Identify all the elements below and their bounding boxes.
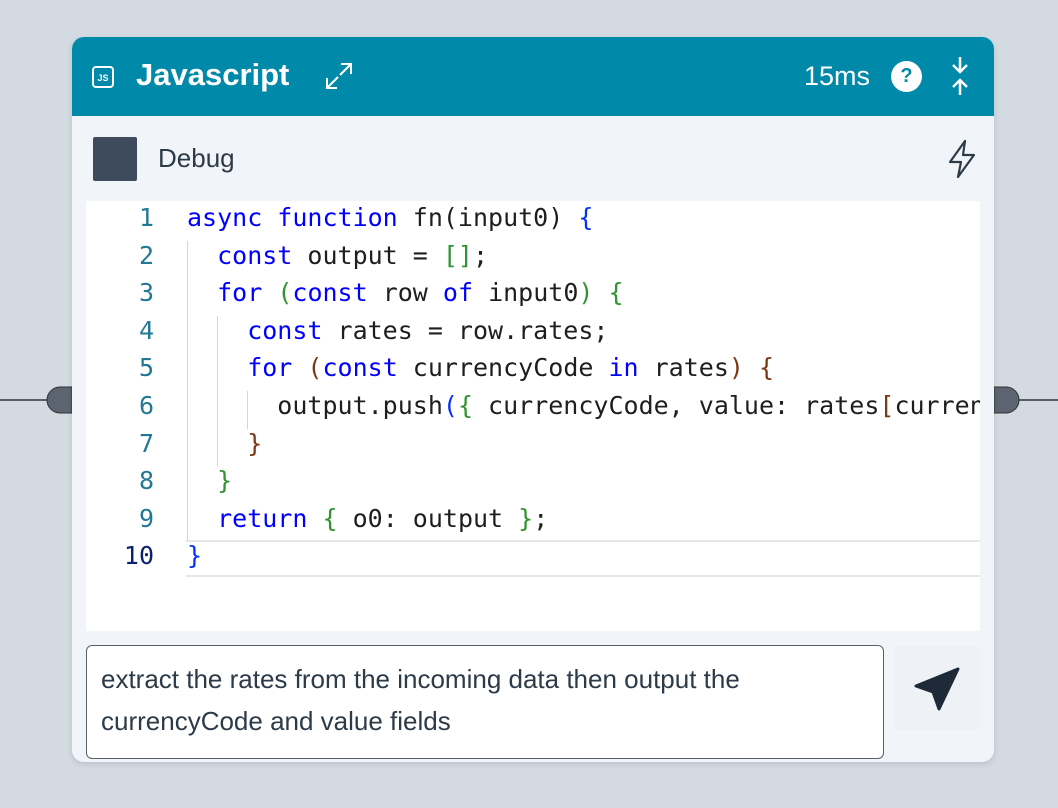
code-token: []	[442, 240, 473, 270]
title: Javascript	[136, 57, 290, 92]
svg-text:JS: JS	[97, 73, 108, 83]
code-line: const rates = row.rates;	[187, 316, 608, 345]
code-token: }	[187, 466, 233, 496]
code-token: rates = row.rates;	[322, 315, 609, 345]
indent-guide	[187, 466, 188, 504]
code-token: rates	[638, 353, 729, 383]
line-number: 5	[138, 353, 154, 383]
code-token: {	[608, 278, 624, 308]
code-line: }	[187, 541, 202, 570]
code-token	[262, 278, 277, 307]
line-number: 2	[138, 240, 154, 270]
code-line: for (const row of input0) {	[187, 278, 624, 308]
code-token: {	[322, 503, 338, 533]
help-button[interactable]: ?	[891, 61, 922, 92]
code-token: input0	[473, 278, 579, 308]
line-number: 9	[138, 503, 154, 533]
js-icon: JS	[92, 66, 114, 88]
code-token: curren	[894, 391, 980, 420]
indent-guide	[187, 503, 188, 542]
code-token: return	[187, 503, 308, 533]
current-line	[186, 540, 980, 577]
send-icon	[914, 667, 960, 711]
code-token	[292, 353, 307, 382]
code-token: )	[578, 278, 594, 308]
code-editor[interactable]: 1 async function fn(input0) {2 const outp…	[86, 201, 980, 631]
send-button[interactable]	[894, 646, 980, 730]
line-number: 6	[138, 391, 154, 420]
code-token	[744, 353, 759, 382]
code-token	[307, 504, 322, 533]
indent-guide	[187, 353, 188, 391]
timing: 15ms	[804, 61, 871, 91]
code-token: (	[307, 353, 323, 383]
code-token	[593, 278, 608, 307]
line-number: 1	[138, 203, 154, 232]
code-token: }	[187, 541, 203, 571]
code-line: }	[187, 466, 232, 495]
code-line: return { o0: output };	[187, 504, 548, 533]
code-token: const	[187, 240, 293, 270]
line-number: 7	[138, 428, 154, 458]
code-token: output =	[292, 240, 443, 270]
indent-guide	[187, 240, 188, 279]
code-token: fn(input0)	[397, 203, 579, 232]
code-token: const	[187, 315, 323, 345]
indent-guide	[247, 391, 248, 429]
code-token: o0: output	[337, 503, 519, 533]
indent-guide	[217, 428, 218, 467]
node-card: JS Javascript 15ms ? Debug 1 async functi…	[72, 37, 994, 762]
indent-guide	[217, 315, 218, 354]
code-line: for (const currencyCode in rates) {	[187, 353, 774, 382]
code-token: currencyCode, value: rates	[473, 391, 880, 420]
indent-guide	[187, 278, 188, 316]
indent-guide	[187, 428, 188, 467]
code-token: in	[608, 353, 639, 383]
prompt-input[interactable]: extract the rates from the incoming data…	[86, 645, 884, 759]
code-token: }	[187, 428, 263, 458]
code-token: ;	[472, 240, 489, 270]
collapse-button[interactable]	[948, 55, 972, 97]
code-line: async function fn(input0) {	[187, 203, 593, 232]
code-token: for	[187, 278, 263, 308]
code-token: async function	[187, 203, 398, 232]
code-token: {	[578, 203, 594, 232]
code-token: )	[728, 353, 744, 383]
line-number: 3	[138, 278, 154, 308]
code-token: const	[292, 278, 368, 308]
code-token: }	[518, 503, 534, 533]
line-number: 4	[138, 315, 154, 345]
code-token: (	[277, 278, 293, 308]
code-token: row	[367, 278, 443, 308]
code-line: output.push({ currencyCode, value: rates…	[187, 391, 980, 420]
code-token: {	[759, 353, 775, 383]
code-token: currencyCode	[397, 353, 609, 383]
header: JS Javascript 15ms ?	[72, 37, 994, 116]
code-token: (	[442, 391, 458, 420]
debug-toggle[interactable]	[93, 137, 137, 181]
code-token: [	[879, 391, 895, 420]
indent-guide	[217, 353, 218, 391]
code-token: ;	[533, 503, 549, 533]
code-token: of	[442, 278, 474, 308]
debug-label: Debug	[158, 143, 235, 173]
code-line: }	[187, 429, 262, 458]
expand-button[interactable]	[324, 61, 354, 91]
code-token: const	[322, 353, 398, 383]
run-button[interactable]	[946, 139, 978, 179]
code-token: {	[457, 391, 473, 420]
code-line: const output = [];	[187, 241, 488, 270]
indent-guide	[187, 315, 188, 354]
indent-guide	[217, 391, 218, 429]
line-number: 10	[123, 541, 154, 571]
line-number: 8	[138, 466, 154, 496]
code-token: output.push	[187, 391, 443, 420]
indent-guide	[187, 391, 188, 429]
code-token: for	[187, 353, 293, 383]
